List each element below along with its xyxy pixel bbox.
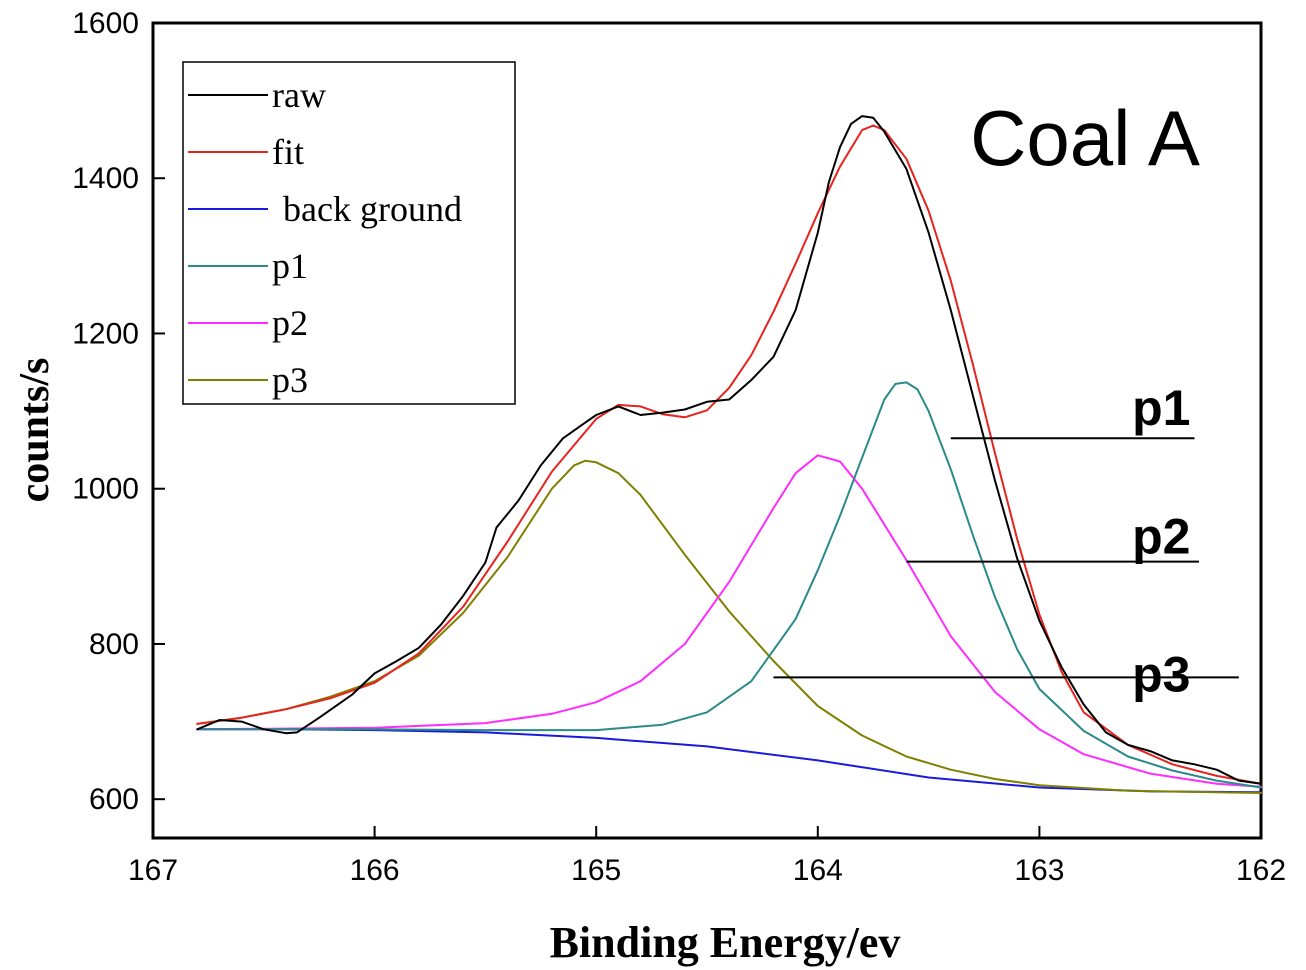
y-tick-label: 1400 bbox=[72, 162, 139, 195]
y-axis-title: counts/s bbox=[12, 358, 58, 503]
series-curves bbox=[196, 115, 1262, 794]
x-tick-label: 162 bbox=[1236, 854, 1286, 887]
x-tick-label: 165 bbox=[571, 854, 621, 887]
series-line-fit bbox=[196, 124, 1262, 785]
legend-label: fit bbox=[272, 132, 304, 172]
axis-ticks: 167 166 165 164 163 162 600 800 1000 1200 1400 1600 bbox=[72, 7, 1286, 887]
x-tick-label: 166 bbox=[350, 854, 400, 887]
legend: raw fit back ground p1 p2 p3 bbox=[182, 61, 516, 405]
legend-items: raw fit back ground p1 p2 p3 bbox=[188, 75, 462, 400]
legend-label: p3 bbox=[272, 360, 308, 400]
y-tick-label: 600 bbox=[89, 783, 139, 816]
y-tick-label: 1600 bbox=[72, 7, 139, 40]
legend-label: p2 bbox=[272, 303, 308, 343]
x-axis-title: Binding Energy/ev bbox=[550, 918, 901, 967]
legend-label: raw bbox=[272, 75, 326, 115]
y-tick-label: 1200 bbox=[72, 317, 139, 350]
series-line-p2 bbox=[196, 454, 1262, 788]
series-line-raw bbox=[196, 115, 1262, 785]
x-tick-label: 163 bbox=[1014, 854, 1064, 887]
chart-title: Coal A bbox=[970, 94, 1200, 182]
annotation-label: p2 bbox=[1132, 508, 1190, 564]
legend-label: p1 bbox=[272, 246, 308, 286]
series-line-back-ground bbox=[196, 728, 1262, 794]
y-tick-label: 800 bbox=[89, 628, 139, 661]
y-tick-label: 1000 bbox=[72, 473, 139, 506]
series-line-p1 bbox=[196, 381, 1262, 789]
x-tick-label: 164 bbox=[793, 854, 843, 887]
peak-annotations: p1 p2 p3 bbox=[773, 380, 1239, 702]
legend-box bbox=[182, 61, 516, 405]
annotation-label: p1 bbox=[1132, 380, 1190, 436]
x-tick-label: 167 bbox=[128, 854, 178, 887]
series-line-p3 bbox=[196, 459, 1262, 794]
annotation-label: p3 bbox=[1132, 646, 1190, 702]
plot-frame bbox=[151, 21, 1263, 840]
legend-label: back ground bbox=[283, 189, 462, 229]
